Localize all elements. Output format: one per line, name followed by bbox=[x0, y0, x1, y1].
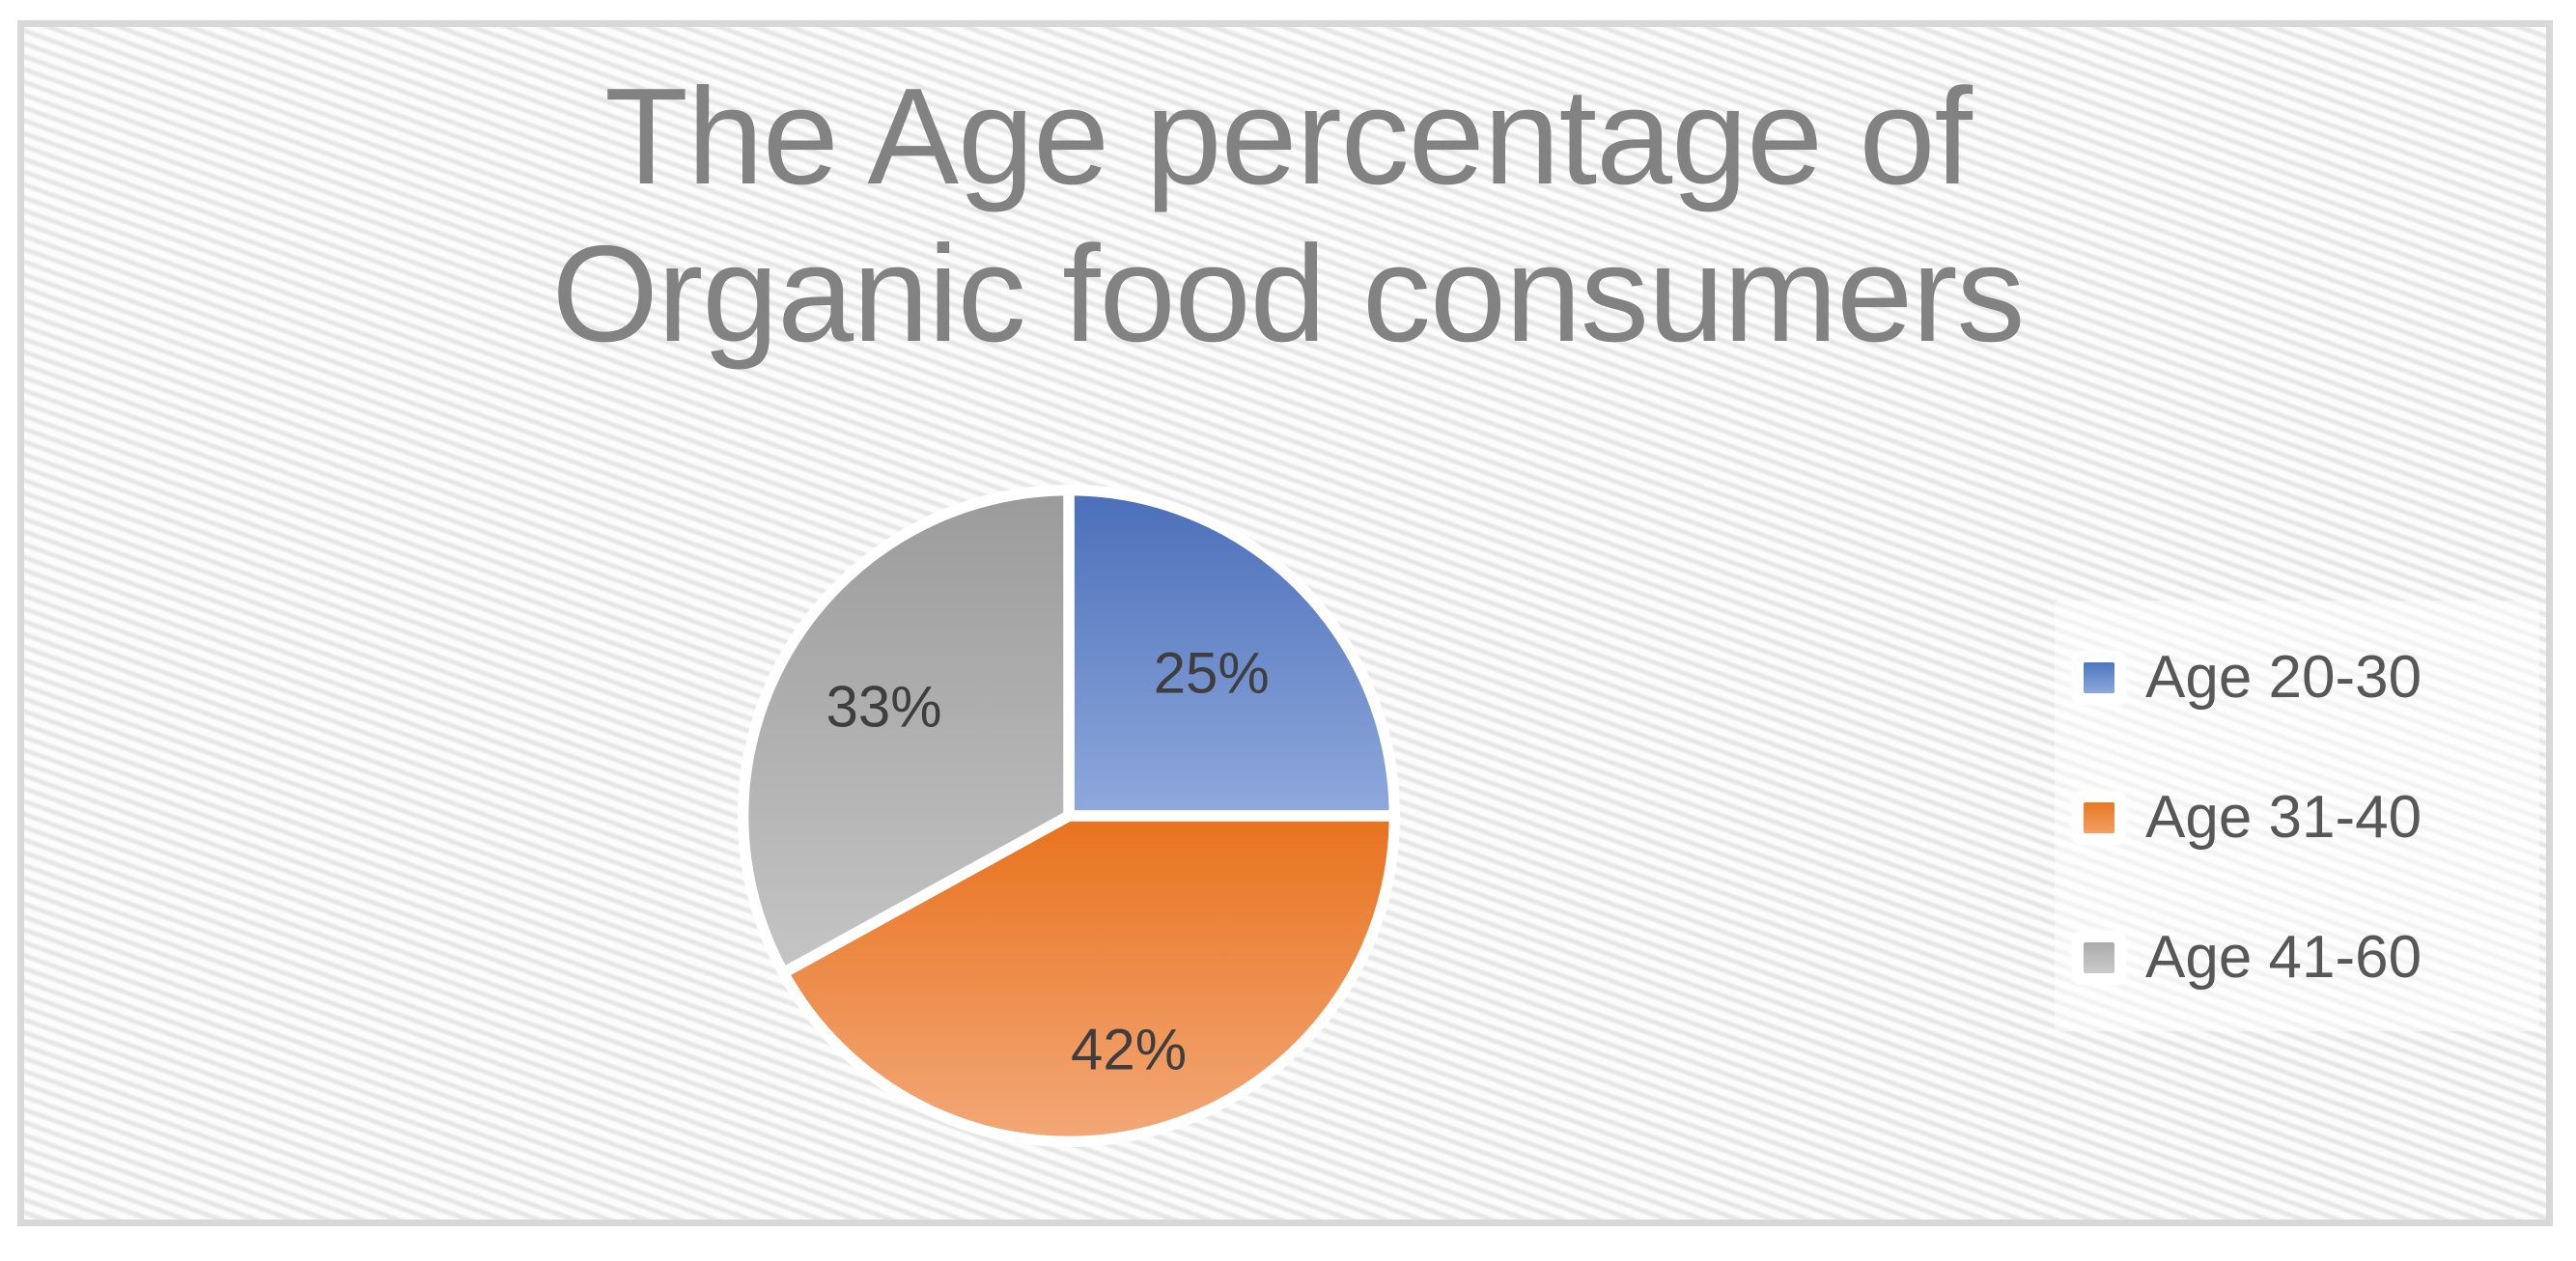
pie-chart bbox=[737, 484, 1401, 1148]
chart-title-line1: The Age percentage of bbox=[604, 60, 1973, 213]
pie-slice-age-20-30[interactable] bbox=[1063, 484, 1401, 822]
data-label-age-31-40: 42% bbox=[1070, 1017, 1188, 1082]
legend-marker-halo bbox=[2072, 790, 2126, 845]
legend-item-age-31-40[interactable]: Age 31-40 bbox=[2072, 766, 2422, 869]
pie-slice-age-31-40[interactable] bbox=[775, 810, 1401, 1148]
legend-marker-halo bbox=[2072, 650, 2126, 705]
legend-marker-swatch bbox=[2084, 661, 2114, 693]
legend-marker-swatch bbox=[2084, 941, 2114, 973]
legend-label: Age 20-30 bbox=[2145, 644, 2422, 711]
legend-item-age-41-60[interactable]: Age 41-60 bbox=[2072, 906, 2422, 1009]
chart-title-line2: Organic food consumers bbox=[551, 217, 2026, 372]
legend-item-age-20-30[interactable]: Age 20-30 bbox=[2072, 626, 2422, 729]
legend-marker-swatch bbox=[2084, 801, 2114, 833]
chart-title[interactable]: The Age percentage of Organic food consu… bbox=[0, 58, 2576, 374]
legend-label: Age 31-40 bbox=[2145, 784, 2422, 851]
pie-slice-age-41-60[interactable] bbox=[737, 484, 1075, 981]
data-label-age-41-60: 33% bbox=[826, 674, 942, 740]
data-label-age-20-30: 25% bbox=[1153, 640, 1270, 706]
legend-backdrop bbox=[2055, 601, 2539, 1031]
legend[interactable]: Age 20-30 Age 31-40 Age 41-60 bbox=[2072, 626, 2422, 1009]
legend-marker-halo bbox=[2072, 930, 2126, 985]
legend-label: Age 41-60 bbox=[2145, 924, 2422, 991]
